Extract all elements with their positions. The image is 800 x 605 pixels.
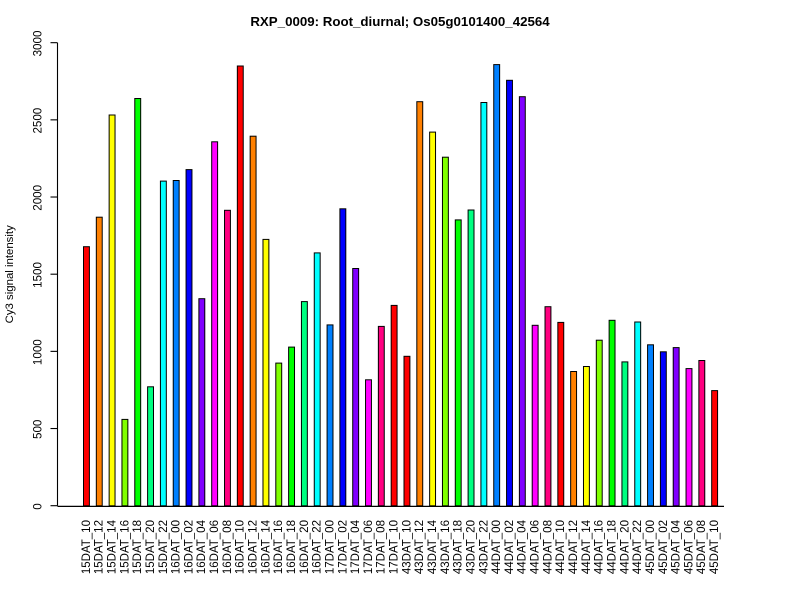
svg-text:45DAT_08: 45DAT_08 bbox=[696, 520, 708, 574]
svg-text:17DAT_02: 17DAT_02 bbox=[337, 520, 349, 574]
svg-text:44DAT_18: 44DAT_18 bbox=[606, 520, 618, 574]
svg-text:43DAT_12: 43DAT_12 bbox=[414, 520, 426, 574]
svg-text:16DAT_04: 16DAT_04 bbox=[196, 519, 208, 574]
svg-text:16DAT_10: 16DAT_10 bbox=[235, 520, 247, 574]
svg-text:44DAT_06: 44DAT_06 bbox=[530, 520, 542, 574]
svg-text:17DAT_10: 17DAT_10 bbox=[389, 520, 401, 574]
svg-text:44DAT_04: 44DAT_04 bbox=[517, 519, 529, 574]
svg-text:45DAT_06: 45DAT_06 bbox=[683, 520, 695, 574]
svg-text:44DAT_20: 44DAT_20 bbox=[619, 520, 631, 574]
svg-text:44DAT_16: 44DAT_16 bbox=[594, 520, 606, 574]
svg-text:2500: 2500 bbox=[31, 108, 44, 134]
svg-text:17DAT_08: 17DAT_08 bbox=[376, 520, 388, 574]
svg-text:15DAT_12: 15DAT_12 bbox=[94, 520, 106, 574]
svg-text:17DAT_04: 17DAT_04 bbox=[350, 519, 362, 574]
svg-text:44DAT_02: 44DAT_02 bbox=[504, 520, 516, 574]
svg-text:45DAT_10: 45DAT_10 bbox=[709, 520, 721, 574]
svg-text:Cy3 signal intensity: Cy3 signal intensity bbox=[4, 225, 16, 323]
svg-text:16DAT_00: 16DAT_00 bbox=[171, 520, 183, 574]
svg-text:16DAT_20: 16DAT_20 bbox=[299, 520, 311, 574]
svg-text:44DAT_10: 44DAT_10 bbox=[555, 520, 567, 574]
svg-text:16DAT_22: 16DAT_22 bbox=[312, 520, 324, 574]
svg-text:17DAT_00: 17DAT_00 bbox=[324, 520, 336, 574]
svg-text:16DAT_06: 16DAT_06 bbox=[209, 520, 221, 574]
svg-text:44DAT_22: 44DAT_22 bbox=[632, 520, 644, 574]
svg-text:43DAT_10: 43DAT_10 bbox=[401, 520, 413, 574]
svg-text:15DAT_22: 15DAT_22 bbox=[158, 520, 170, 574]
svg-text:RXP_0009: Root_diurnal; Os05g0: RXP_0009: Root_diurnal; Os05g0101400_425… bbox=[250, 14, 550, 29]
svg-text:15DAT_14: 15DAT_14 bbox=[106, 519, 118, 574]
svg-text:16DAT_02: 16DAT_02 bbox=[183, 520, 195, 574]
svg-text:1000: 1000 bbox=[31, 339, 44, 365]
svg-text:44DAT_08: 44DAT_08 bbox=[542, 520, 554, 574]
svg-text:45DAT_04: 45DAT_04 bbox=[671, 519, 683, 574]
svg-text:43DAT_22: 43DAT_22 bbox=[478, 520, 490, 574]
svg-text:2000: 2000 bbox=[31, 185, 44, 211]
svg-text:17DAT_06: 17DAT_06 bbox=[363, 520, 375, 574]
svg-text:16DAT_18: 16DAT_18 bbox=[286, 520, 298, 574]
svg-text:16DAT_14: 16DAT_14 bbox=[260, 519, 272, 574]
svg-text:0: 0 bbox=[31, 503, 44, 509]
svg-text:1500: 1500 bbox=[31, 262, 44, 288]
svg-text:44DAT_14: 44DAT_14 bbox=[581, 519, 593, 574]
svg-text:15DAT_16: 15DAT_16 bbox=[119, 520, 131, 574]
svg-text:44DAT_12: 44DAT_12 bbox=[568, 520, 580, 574]
svg-text:3000: 3000 bbox=[31, 31, 44, 57]
svg-text:500: 500 bbox=[31, 420, 44, 439]
svg-text:44DAT_00: 44DAT_00 bbox=[491, 520, 503, 574]
svg-text:43DAT_16: 43DAT_16 bbox=[440, 520, 452, 574]
svg-text:43DAT_14: 43DAT_14 bbox=[427, 519, 439, 574]
svg-text:15DAT_18: 15DAT_18 bbox=[132, 520, 144, 574]
svg-text:15DAT_10: 15DAT_10 bbox=[81, 520, 93, 574]
svg-text:43DAT_18: 43DAT_18 bbox=[453, 520, 465, 574]
svg-text:45DAT_00: 45DAT_00 bbox=[645, 520, 657, 574]
svg-text:43DAT_20: 43DAT_20 bbox=[465, 520, 477, 574]
svg-text:45DAT_02: 45DAT_02 bbox=[658, 520, 670, 574]
svg-text:16DAT_12: 16DAT_12 bbox=[248, 520, 260, 574]
svg-text:15DAT_20: 15DAT_20 bbox=[145, 520, 157, 574]
svg-text:16DAT_08: 16DAT_08 bbox=[222, 520, 234, 574]
svg-text:16DAT_16: 16DAT_16 bbox=[273, 520, 285, 574]
